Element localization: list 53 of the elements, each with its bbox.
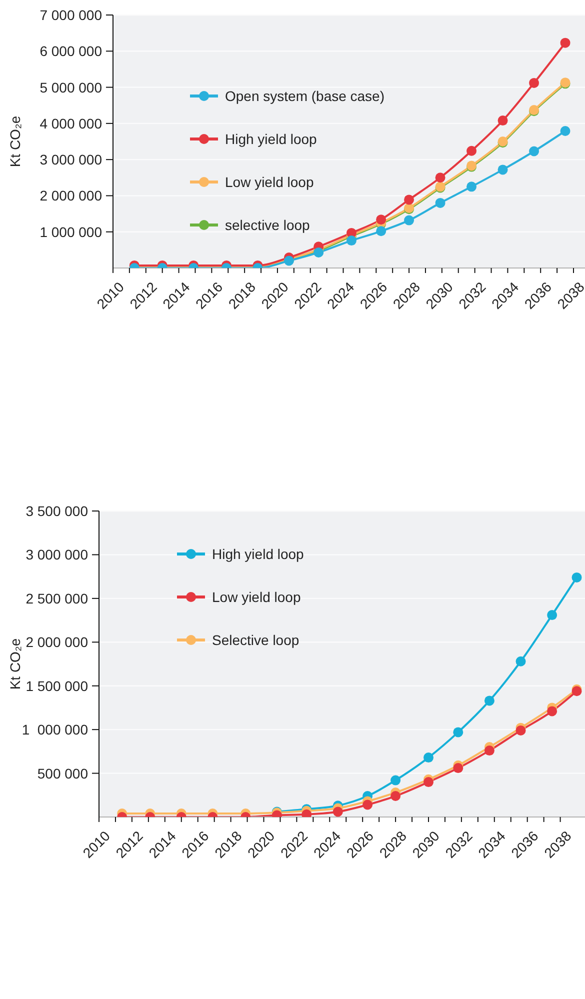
point	[404, 194, 414, 205]
y-tick-label: 1 000 000	[22, 722, 88, 738]
point	[362, 800, 373, 810]
point	[466, 146, 477, 156]
legend-label: Low yield loop	[225, 174, 314, 190]
point	[498, 116, 508, 126]
point	[376, 226, 386, 236]
legend-label: Open system (base case)	[225, 88, 385, 104]
point	[529, 146, 540, 156]
y-tick-label: 2 500 000	[26, 590, 88, 606]
legend-label: Selective loop	[212, 632, 300, 648]
point	[516, 725, 526, 736]
point	[376, 214, 386, 225]
legend-label: High yield loop	[212, 546, 304, 562]
y-axis-title: Kt CO₂e	[7, 116, 23, 168]
point	[435, 172, 446, 183]
point	[390, 791, 401, 802]
y-tick-label: 2 000 000	[40, 188, 102, 204]
y-tick-label: 4 000 000	[40, 115, 102, 132]
point	[453, 727, 464, 738]
point	[423, 752, 434, 763]
y-tick-label: 2 000 000	[26, 634, 88, 650]
point	[453, 763, 464, 774]
legend-label: selective loop	[225, 216, 310, 232]
y-tick-label: 5 000 000	[40, 79, 102, 96]
y-tick-label: 3 000 000	[40, 152, 102, 168]
y-tick-label: 1 500 000	[26, 678, 88, 694]
point	[466, 182, 477, 192]
y-tick-label: 3 000 000	[26, 546, 88, 563]
point	[529, 78, 540, 88]
point	[332, 806, 343, 817]
point	[560, 126, 570, 136]
point	[547, 706, 558, 716]
legend-label: Low yield loop	[212, 588, 301, 604]
point	[560, 38, 570, 48]
y-tick-label: 7 000 000	[40, 7, 102, 23]
point	[404, 215, 414, 226]
point	[484, 696, 494, 706]
point	[390, 775, 401, 786]
point	[547, 610, 558, 620]
point	[423, 777, 434, 788]
point	[572, 572, 582, 582]
point	[435, 198, 446, 208]
y-tick-label: 6 000 000	[40, 43, 102, 60]
y-tick-label: 3 500 000	[26, 503, 88, 519]
legend-label: High yield loop	[225, 130, 317, 146]
point	[484, 746, 494, 756]
y-axis-title: Kt CO₂e	[7, 638, 23, 690]
point	[516, 656, 526, 666]
point	[498, 164, 508, 175]
point	[346, 236, 356, 246]
y-tick-label: 1 000 000	[40, 224, 102, 240]
y-tick-label: 500 000	[37, 765, 88, 782]
